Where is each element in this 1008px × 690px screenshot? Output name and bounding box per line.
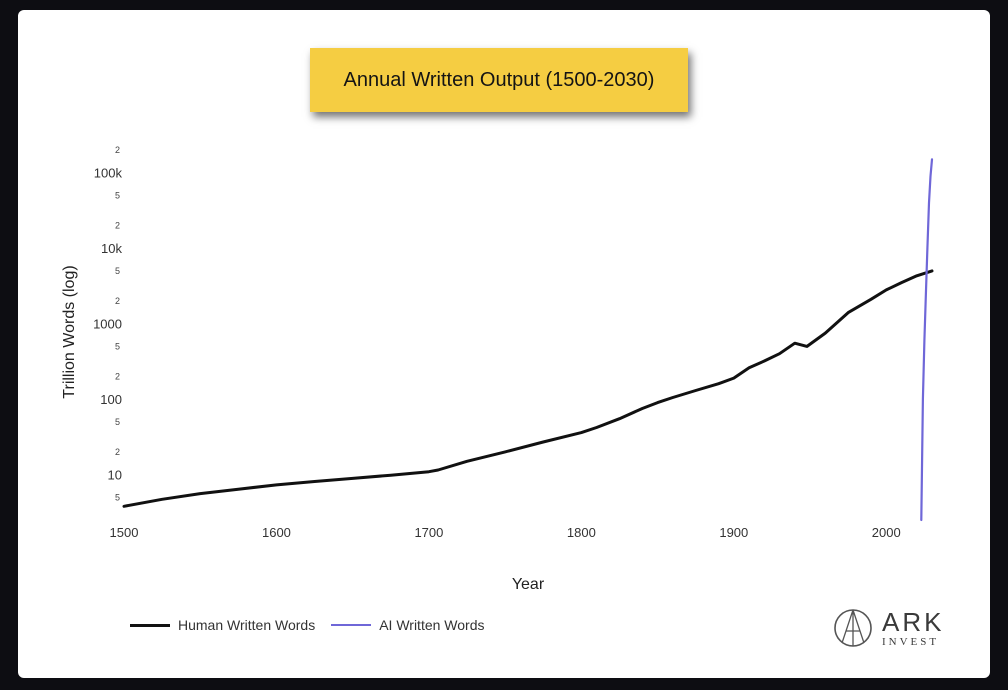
y-tick-label-100: 100 [100,392,122,407]
logo-ark-text: ARK [882,606,945,637]
y-minor-tick-label: 2 [115,371,120,381]
legend-label-ai: AI Written Words [379,617,485,633]
x-tick-label-2000: 2000 [872,525,901,540]
y-minor-tick-label: 5 [115,190,120,200]
x-tick-label-1900: 1900 [719,525,748,540]
series-layer [122,158,934,522]
y-axis-title: Trillion Words (log) [61,265,78,398]
legend: Human Written Words AI Written Words [130,612,501,638]
y-minor-tick-label: 5 [115,417,120,427]
y-minor-tick-label: 2 [115,220,120,230]
x-tick-label-1800: 1800 [567,525,596,540]
ark-logo-icon [834,609,872,647]
legend-swatch-ai [331,624,372,626]
slide-canvas [18,10,990,678]
y-tick-label-100k: 100k [94,166,123,181]
y-minor-tick-label: 5 [115,266,120,276]
x-tick-label-1500: 1500 [110,525,139,540]
y-tick-label-10: 10 [108,468,122,483]
y-tick-label-10k: 10k [101,241,122,256]
legend-item-human: Human Written Words [130,617,315,633]
logo-wordmark: ARK INVEST [882,609,944,648]
chart-title-banner: Annual Written Output (1500-2030) [310,48,688,112]
logo-invest-text: INVEST [882,635,940,648]
series-line-human-written-words [122,269,934,508]
series-line-ai-written-words [920,158,934,522]
y-minor-tick-label: 2 [115,447,120,457]
y-tick-label-1000: 1000 [93,317,122,332]
y-minor-tick-label: 2 [115,296,120,306]
chart-title: Annual Written Output (1500-2030) [343,68,655,91]
legend-item-ai: AI Written Words [331,617,485,633]
y-minor-tick-label: 2 [115,145,120,155]
legend-swatch-human [130,623,170,627]
ark-invest-logo: ARK INVEST [832,602,952,654]
x-tick-label-1700: 1700 [414,525,443,540]
y-minor-tick-label: 5 [115,341,120,351]
axis-layer: 1500 1600 1700 1800 1900 2000 10 100 1000 10k 100k… [93,145,901,540]
legend-label-human: Human Written Words [178,617,316,633]
x-tick-label-1600: 1600 [262,525,291,540]
x-axis-title: Year [512,576,545,593]
y-minor-tick-label: 5 [115,492,120,502]
